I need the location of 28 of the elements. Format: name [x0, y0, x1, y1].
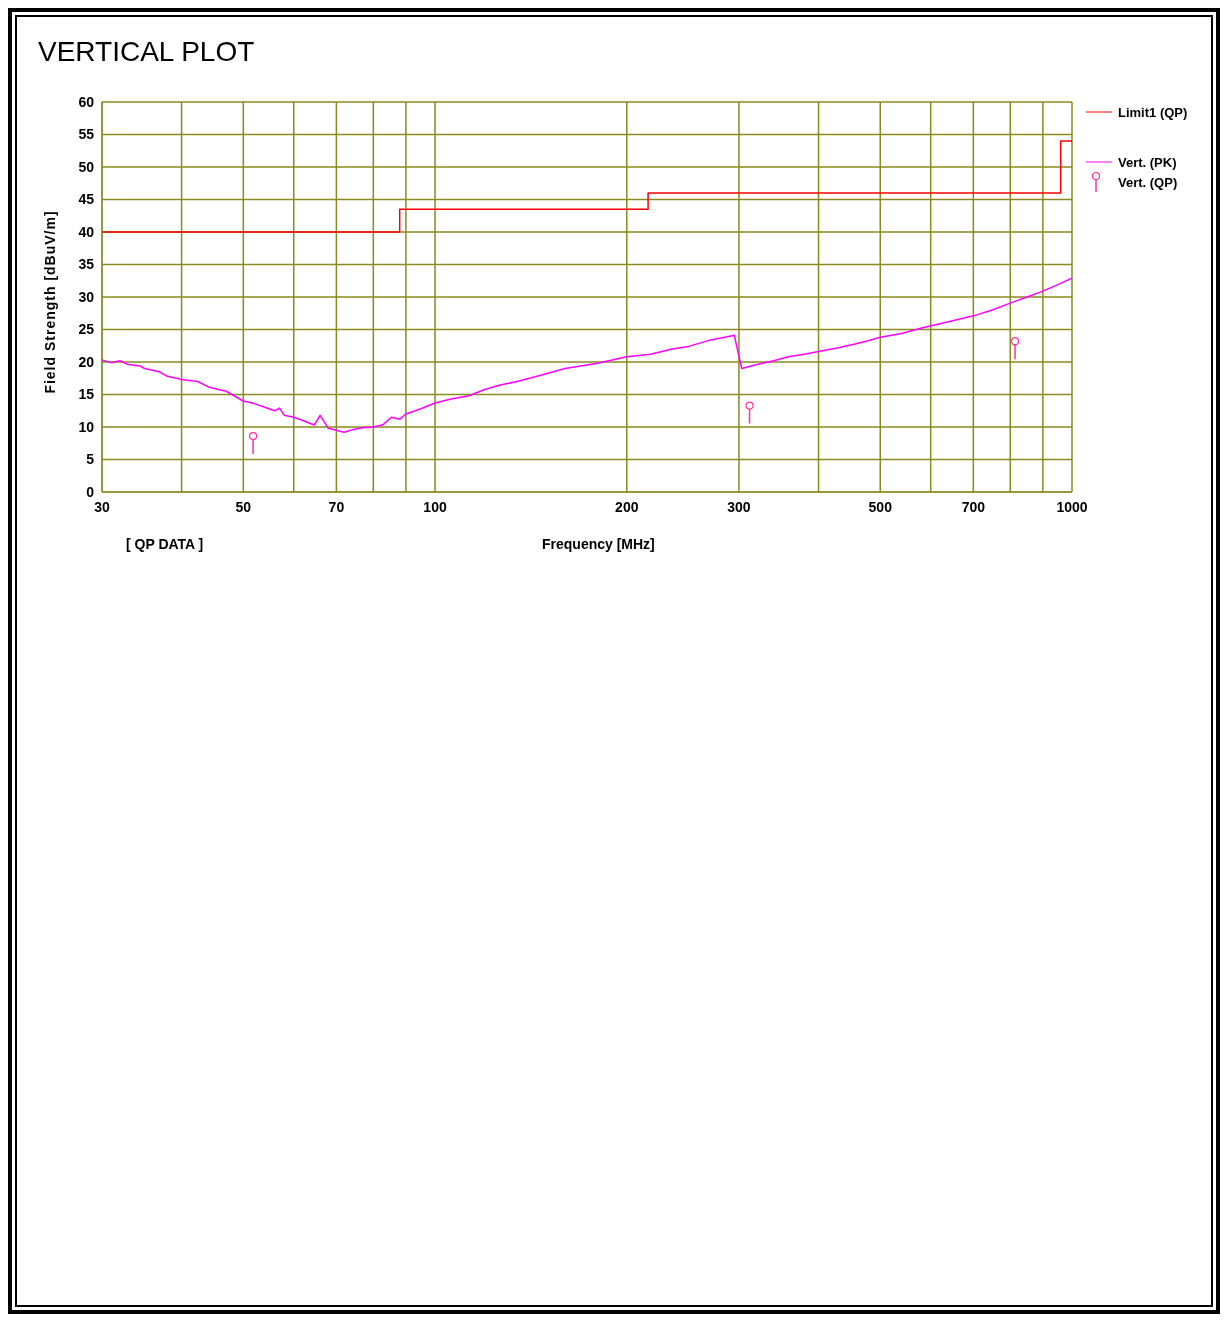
- y-tick-label: 20: [78, 353, 95, 370]
- x-tick-label: 70: [328, 499, 345, 515]
- y-tick-label: 45: [78, 191, 95, 208]
- y-tick-label: 0: [86, 483, 95, 500]
- legend-label: Vert. (QP): [1118, 174, 1178, 190]
- y-tick-label: 40: [78, 223, 95, 240]
- x-tick-label: 300: [727, 499, 751, 515]
- x-tick-label: 500: [868, 499, 893, 515]
- text: [ QP DATA ]: [126, 536, 204, 552]
- x-tick-label: 700: [961, 499, 986, 515]
- y-axis-title: Field Strength [dBuV/m]: [42, 210, 58, 394]
- legend-label: Limit1 (QP): [1118, 104, 1188, 120]
- y-tick-label: 5: [86, 451, 95, 468]
- legend-label: Vert. (PK): [1118, 154, 1177, 170]
- y-tick-label: 50: [78, 158, 95, 175]
- x-tick-label: 1000: [1056, 499, 1088, 515]
- y-tick-label: 60: [78, 93, 95, 110]
- x-tick-label: 100: [423, 499, 447, 515]
- x-axis-title: Frequency [MHz]: [542, 536, 655, 552]
- chart-title: VERTICAL PLOT: [38, 36, 255, 68]
- y-tick-label: 25: [78, 321, 95, 338]
- y-tick-label: 35: [78, 256, 95, 273]
- y-tick-label: 10: [78, 418, 95, 435]
- y-tick-label: 55: [78, 126, 95, 143]
- x-tick-label: 200: [615, 499, 639, 515]
- y-tick-label: 30: [78, 288, 95, 305]
- x-tick-label: 50: [235, 499, 252, 515]
- y-tick-label: 15: [78, 386, 95, 403]
